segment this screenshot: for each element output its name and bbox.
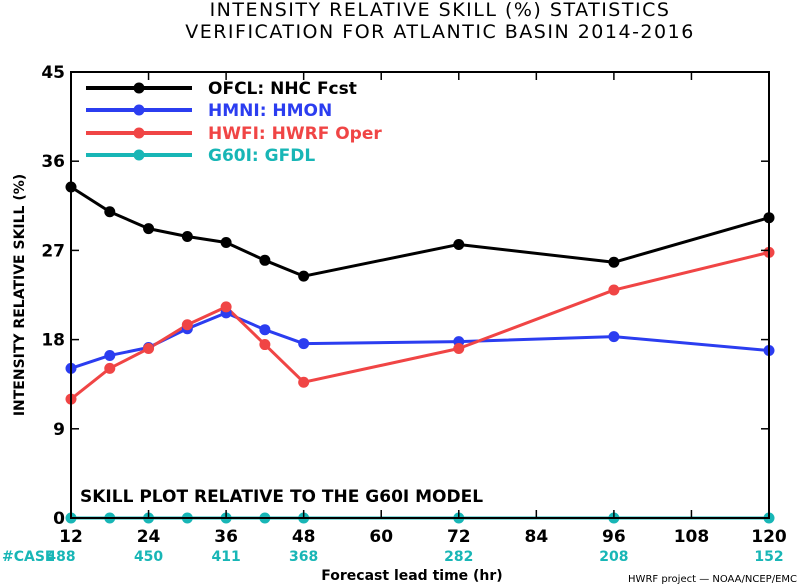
- data-point: [143, 223, 155, 235]
- data-point: [298, 376, 310, 388]
- case-count: 152: [754, 549, 783, 565]
- y-tick-label: 0: [53, 509, 65, 529]
- x-tick-label: 36: [214, 527, 238, 547]
- data-point: [259, 254, 271, 266]
- series-line: [70, 185, 770, 278]
- x-tick-label: 48: [292, 527, 316, 547]
- x-tick-label: 120: [751, 527, 787, 547]
- series-line: [70, 250, 770, 401]
- tick-marks: [70, 71, 770, 519]
- case-count: 368: [289, 549, 318, 565]
- y-tick-label: 27: [41, 241, 65, 261]
- chart-title: INTENSITY RELATIVE SKILL (%) STATISTICS: [210, 0, 671, 21]
- y-tick-label: 9: [53, 420, 65, 440]
- credit-text: HWRF project — NOAA/NCEP/EMC: [628, 574, 797, 585]
- legend-label: OFCL: NHC Fcst: [208, 79, 357, 99]
- x-tick-label: 84: [524, 527, 548, 547]
- data-point: [453, 343, 465, 355]
- case-counts: 488 450 411 368 282 208 152: [46, 549, 783, 565]
- plot-frame: [70, 71, 770, 519]
- case-count: 282: [444, 549, 473, 565]
- data-point: [104, 362, 116, 374]
- legend-marker: [133, 127, 145, 139]
- legend-label: HMNI: HMON: [208, 101, 332, 121]
- series-lines: [70, 185, 770, 520]
- case-count: 411: [211, 549, 240, 565]
- data-point: [608, 256, 620, 268]
- data-point: [608, 284, 620, 296]
- x-tick-labels: 12 24 36 48 60 72 84 96 108 120: [59, 527, 787, 547]
- data-point: [181, 231, 193, 243]
- data-point: [259, 324, 271, 336]
- data-point: [298, 270, 310, 282]
- case-label: #CASE: [2, 549, 55, 565]
- x-tick-label: 12: [59, 527, 83, 547]
- data-point: [104, 206, 116, 218]
- data-point: [259, 339, 271, 351]
- chart-subtitle: VERIFICATION FOR ATLANTIC BASIN 2014-201…: [185, 21, 695, 43]
- y-tick-label: 18: [41, 331, 65, 351]
- data-point: [143, 343, 155, 355]
- legend-label: G60I: GFDL: [208, 146, 315, 166]
- series-points: [65, 181, 775, 524]
- legend-marker: [133, 149, 145, 161]
- data-point: [104, 349, 116, 361]
- data-point: [608, 331, 620, 343]
- series-line: [70, 311, 770, 370]
- x-tick-label: 108: [674, 527, 710, 547]
- skill-note: SKILL PLOT RELATIVE TO THE G60I MODEL: [80, 487, 483, 507]
- x-tick-label: 24: [137, 527, 161, 547]
- y-tick-label: 36: [41, 152, 65, 172]
- case-count: 208: [599, 549, 628, 565]
- x-axis-label: Forecast lead time (hr): [321, 568, 502, 584]
- data-point: [453, 238, 465, 250]
- legend-marker: [133, 104, 145, 116]
- case-count: 450: [134, 549, 163, 565]
- legend-marker: [133, 82, 145, 94]
- y-tick-labels: 0 9 18 27 36 45: [41, 63, 65, 529]
- case-count: 488: [46, 549, 75, 565]
- x-tick-label: 96: [602, 527, 626, 547]
- x-tick-label: 60: [369, 527, 393, 547]
- data-point: [298, 338, 310, 350]
- y-tick-label: 45: [41, 63, 65, 83]
- data-point: [220, 301, 232, 313]
- data-point: [181, 319, 193, 331]
- legend-label: HWFI: HWRF Oper: [208, 124, 382, 144]
- data-point: [220, 236, 232, 248]
- y-axis-label: INTENSITY RELATIVE SKILL (%): [12, 174, 28, 416]
- x-tick-label: 72: [447, 527, 471, 547]
